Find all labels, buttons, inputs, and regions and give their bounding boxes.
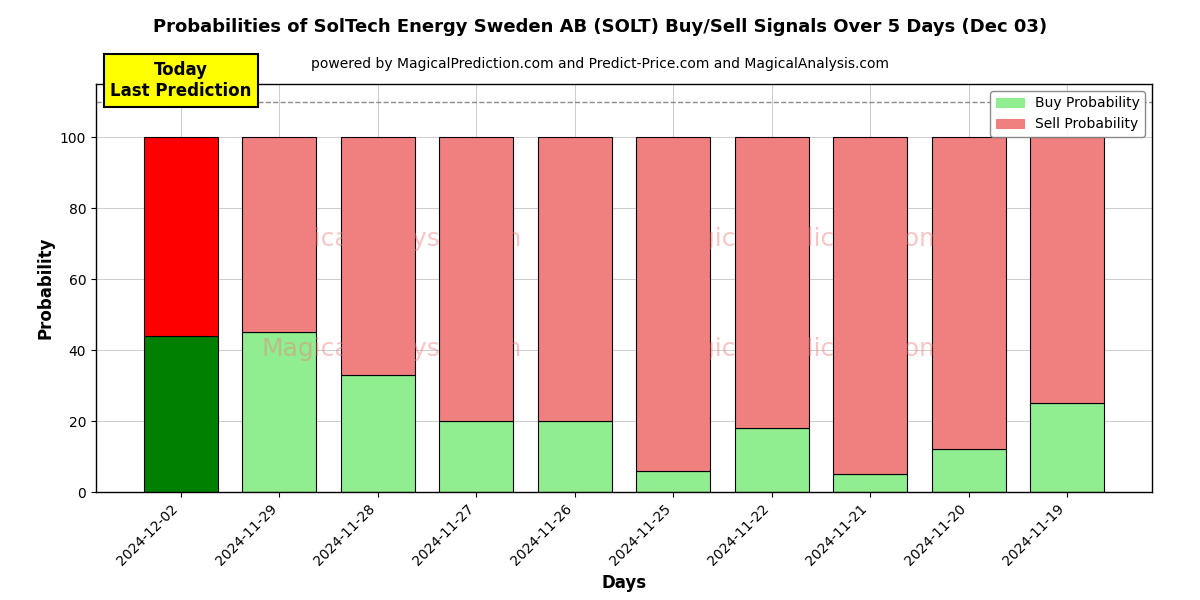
Text: powered by MagicalPrediction.com and Predict-Price.com and MagicalAnalysis.com: powered by MagicalPrediction.com and Pre… <box>311 57 889 71</box>
Bar <box>439 137 514 421</box>
Text: MagicalPrediction.com: MagicalPrediction.com <box>662 337 944 361</box>
Bar <box>1030 403 1104 492</box>
X-axis label: Days: Days <box>601 574 647 592</box>
Bar <box>144 336 218 492</box>
Bar <box>538 421 612 492</box>
Bar <box>341 137 415 375</box>
Bar <box>242 332 317 492</box>
Bar <box>734 428 809 492</box>
Bar <box>341 375 415 492</box>
Text: MagicalPrediction.com: MagicalPrediction.com <box>662 227 944 251</box>
Text: Today
Last Prediction: Today Last Prediction <box>110 61 252 100</box>
Y-axis label: Probability: Probability <box>36 237 54 339</box>
Text: MagicalAnalysis.com: MagicalAnalysis.com <box>262 227 522 251</box>
Bar <box>931 449 1006 492</box>
Bar <box>439 421 514 492</box>
Bar <box>636 471 710 492</box>
Bar <box>144 137 218 336</box>
Legend: Buy Probability, Sell Probability: Buy Probability, Sell Probability <box>990 91 1145 137</box>
Bar <box>636 137 710 471</box>
Text: Probabilities of SolTech Energy Sweden AB (SOLT) Buy/Sell Signals Over 5 Days (D: Probabilities of SolTech Energy Sweden A… <box>152 18 1048 36</box>
Bar <box>833 474 907 492</box>
Bar <box>833 137 907 474</box>
Text: MagicalAnalysis.com: MagicalAnalysis.com <box>262 337 522 361</box>
Bar <box>734 137 809 428</box>
Bar <box>538 137 612 421</box>
Bar <box>1030 137 1104 403</box>
Bar <box>242 137 317 332</box>
Bar <box>931 137 1006 449</box>
